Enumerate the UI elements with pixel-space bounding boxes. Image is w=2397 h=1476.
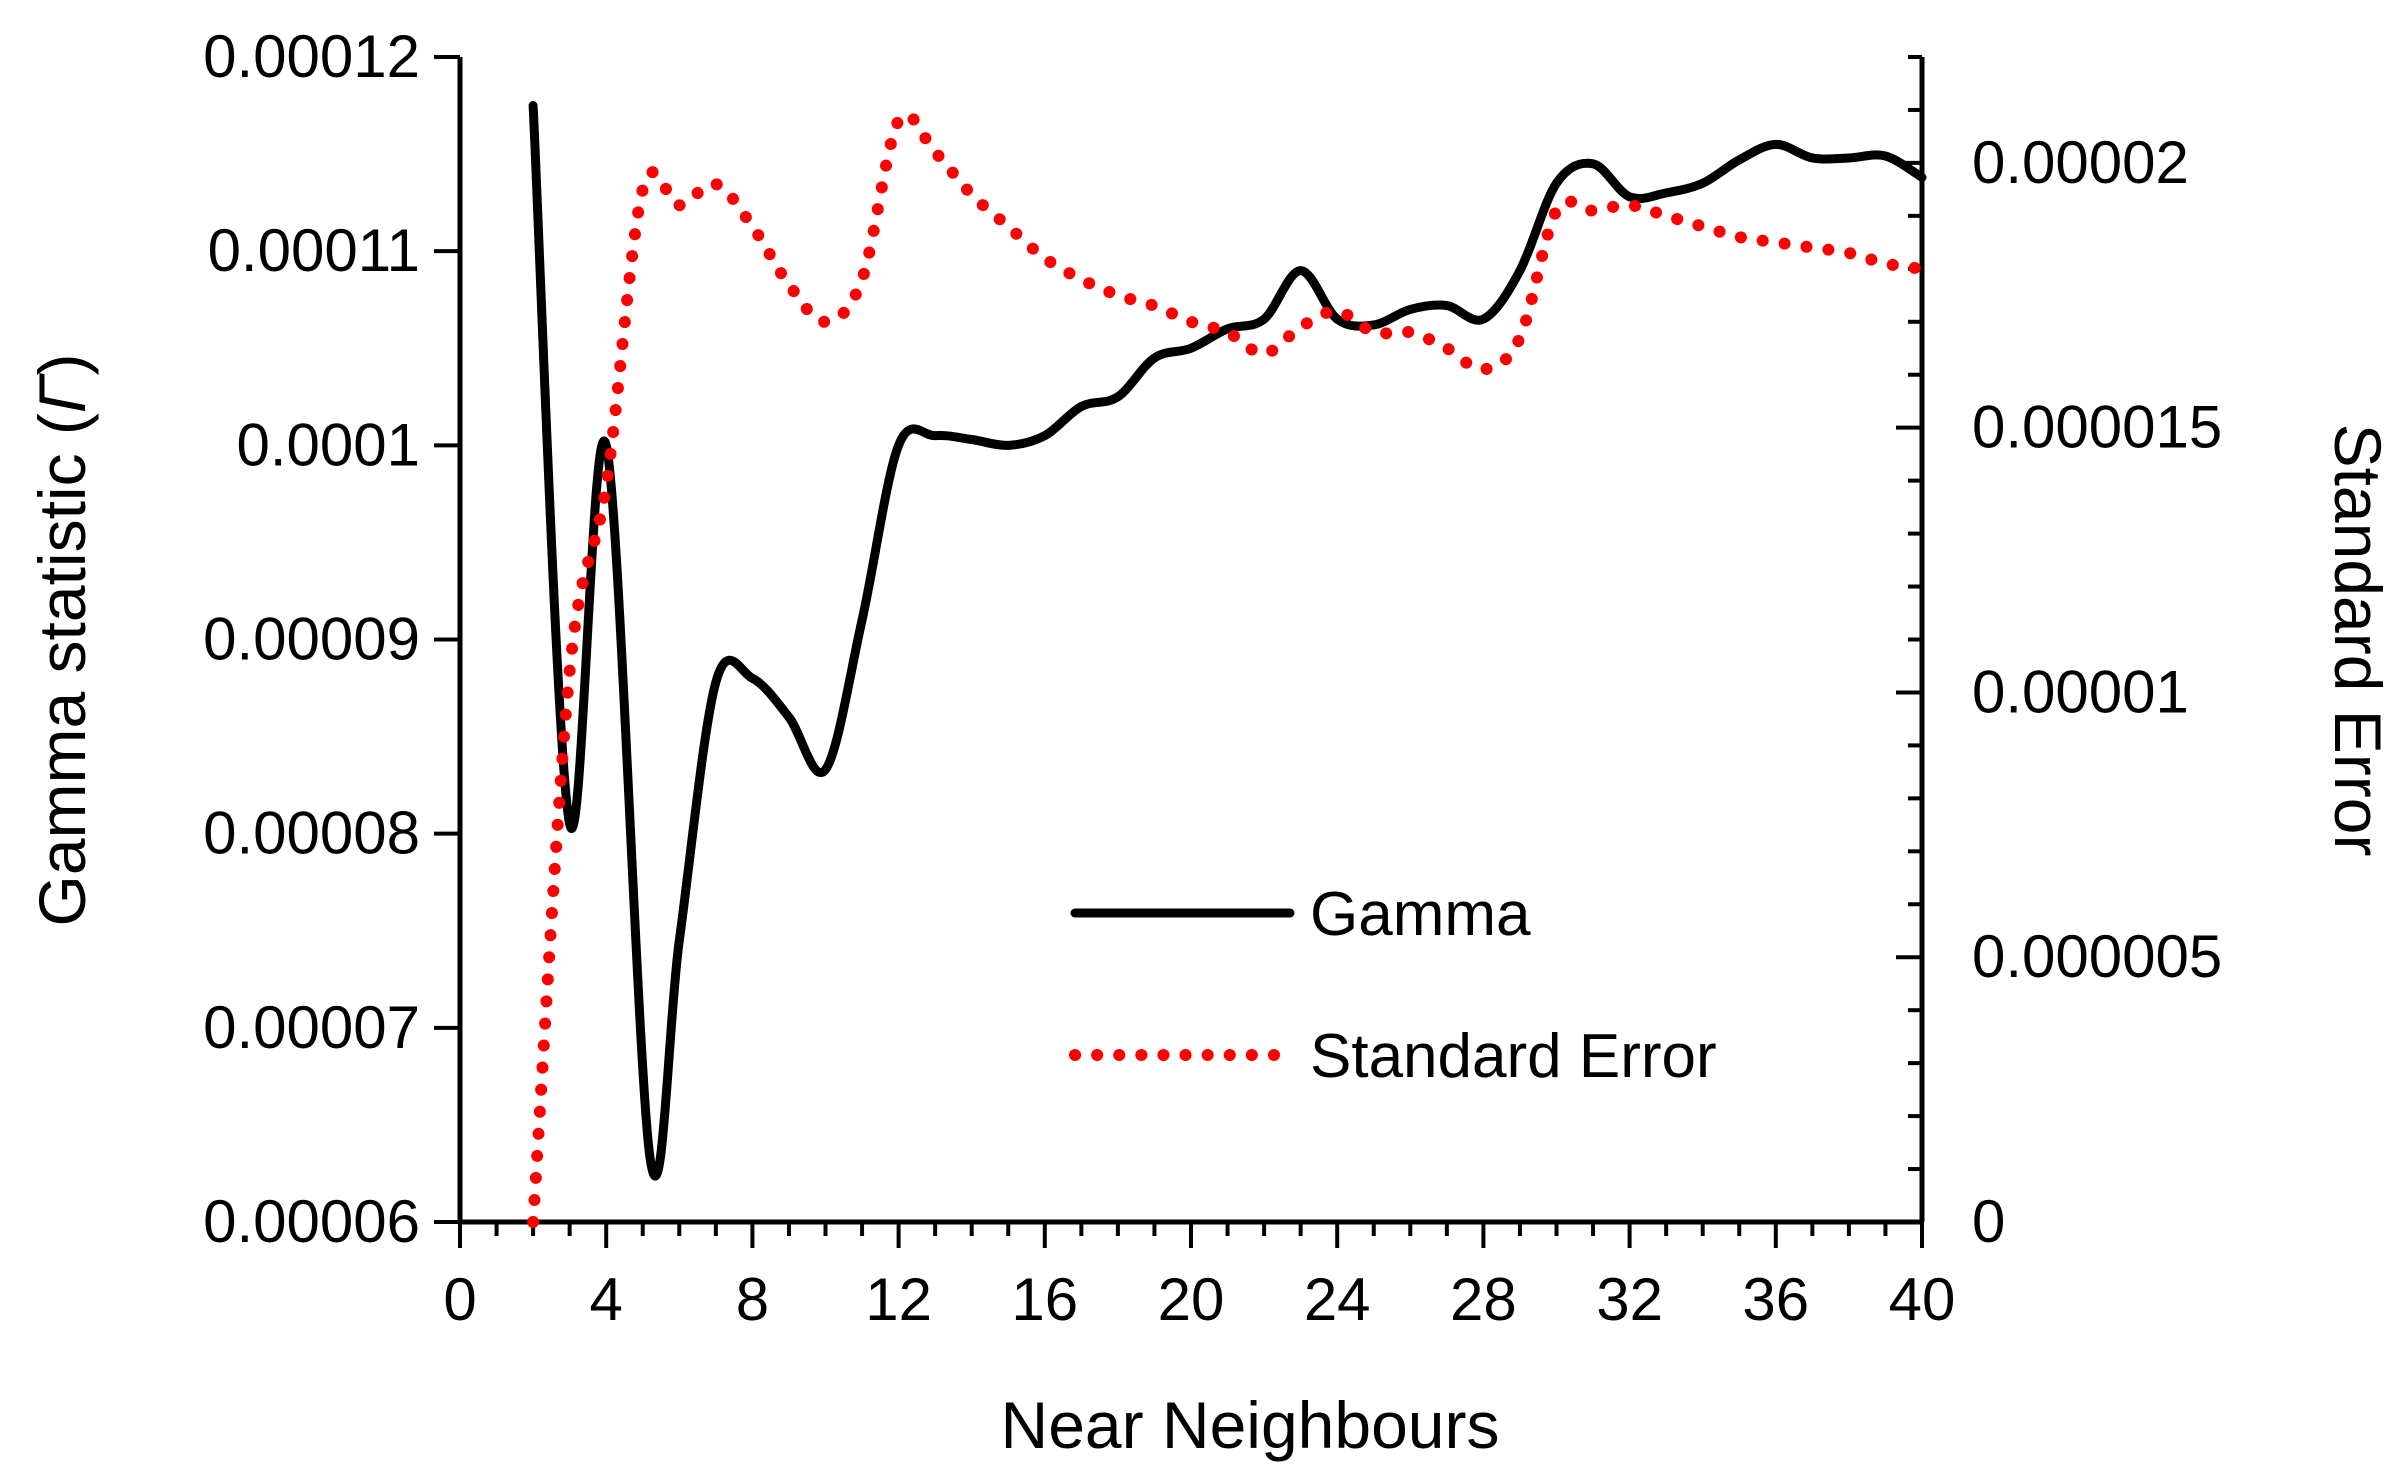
y-left-tick-label: 0.00007 [203, 994, 420, 1061]
x-tick-label: 0 [443, 1266, 476, 1333]
x-tick-label: 24 [1304, 1266, 1371, 1333]
y-right-tick-label: 0.00002 [1972, 129, 2189, 196]
y-right-axis-title: Standard Error [2321, 424, 2395, 857]
ticks: 0 4 8 12 16 20 24 28 32 36 40 0.00006 0.00007 0.00008… [203, 23, 2222, 1333]
y-left-tick-label: 0.00011 [208, 217, 420, 284]
x-tick-label: 28 [1450, 1266, 1517, 1333]
y-left-tick-label: 0.00006 [203, 1188, 420, 1255]
series-group [527, 101, 1928, 1228]
series-line-gamma [528, 101, 1927, 1181]
legend-label-standard-error: Standard Error [1310, 1022, 1717, 1091]
y-right-tick-label: 0 [1972, 1188, 2005, 1255]
y-left-tick-label: 0.00012 [203, 23, 420, 90]
y-left-axis-title: Gamma statistic (Γ) [25, 353, 99, 926]
y-right-tick-label: 0.000015 [1972, 394, 2222, 461]
x-axis-title: Near Neighbours [1001, 1388, 1500, 1462]
x-tick-label: 20 [1158, 1266, 1225, 1333]
x-tick-label: 4 [590, 1266, 623, 1333]
series-line-standard-error [527, 108, 1928, 1228]
y-left-tick-label: 0.0001 [236, 411, 420, 478]
x-tick-label: 36 [1742, 1266, 1809, 1333]
legend-label-gamma: Gamma [1310, 880, 1531, 949]
y-right-tick-label: 0.00001 [1972, 658, 2189, 725]
x-tick-label: 8 [736, 1266, 769, 1333]
y-right-tick-label: 0.000005 [1972, 923, 2222, 990]
y-left-axis-title-symbol: Γ [25, 373, 99, 413]
x-tick-label: 12 [865, 1266, 932, 1333]
x-tick-label: 16 [1011, 1266, 1078, 1333]
y-left-axis-title-close: ) [25, 353, 99, 375]
y-left-tick-label: 0.00009 [203, 606, 420, 673]
x-tick-label: 32 [1596, 1266, 1663, 1333]
x-tick-label: 40 [1889, 1266, 1956, 1333]
y-left-tick-label: 0.00008 [203, 800, 420, 867]
legend: Gamma Standard Error [1069, 880, 1717, 1091]
y-left-axis-title-text: Gamma statistic ( [25, 413, 99, 926]
